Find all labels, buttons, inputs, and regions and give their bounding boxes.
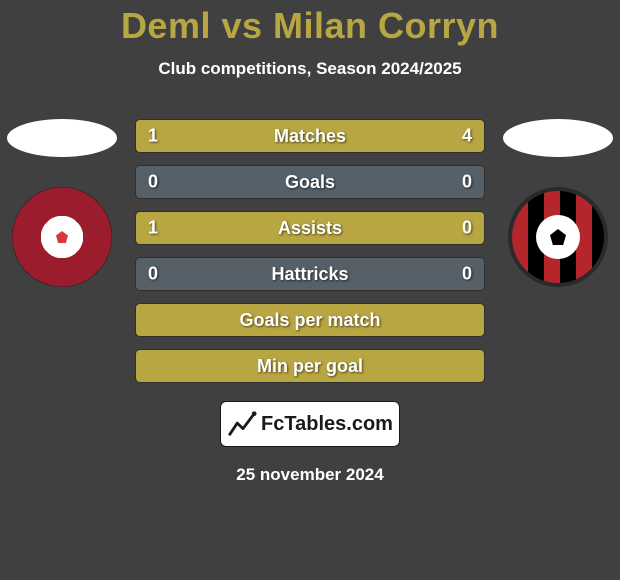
snapshot-date: 25 november 2024 bbox=[0, 465, 620, 485]
stat-value-right: 0 bbox=[462, 218, 472, 239]
player-left-column bbox=[7, 119, 117, 287]
player-right-column bbox=[503, 119, 613, 287]
stat-fill-left bbox=[136, 212, 397, 244]
stat-value-right: 0 bbox=[462, 264, 472, 285]
stat-value-left: 1 bbox=[148, 126, 158, 147]
chart-icon bbox=[227, 409, 257, 439]
stat-row: 1 Assists 0 bbox=[135, 211, 485, 245]
page-subtitle: Club competitions, Season 2024/2025 bbox=[0, 59, 620, 79]
fctables-link[interactable]: FcTables.com bbox=[220, 401, 400, 447]
player-left-avatar bbox=[7, 119, 117, 157]
stat-value-left: 1 bbox=[148, 218, 158, 239]
stat-label: Min per goal bbox=[257, 356, 363, 377]
soccer-ball-icon bbox=[536, 215, 580, 259]
stat-row: Goals per match bbox=[135, 303, 485, 337]
stats-column: 1 Matches 4 0 Goals 0 1 Assists 0 0 Hattricks 0 Goal… bbox=[135, 119, 485, 383]
stat-label: Goals bbox=[285, 172, 335, 193]
club-badge-right bbox=[508, 187, 608, 287]
stat-label: Matches bbox=[274, 126, 346, 147]
stat-label: Assists bbox=[278, 218, 342, 239]
brand-text: FcTables.com bbox=[261, 413, 393, 436]
stat-row: 0 Hattricks 0 bbox=[135, 257, 485, 291]
stat-value-left: 0 bbox=[148, 172, 158, 193]
stat-row: 1 Matches 4 bbox=[135, 119, 485, 153]
club-badge-left bbox=[12, 187, 112, 287]
comparison-area: 1 Matches 4 0 Goals 0 1 Assists 0 0 Hattricks 0 Goal… bbox=[0, 119, 620, 383]
stat-value-right: 4 bbox=[462, 126, 472, 147]
stat-row: Min per goal bbox=[135, 349, 485, 383]
stat-value-right: 0 bbox=[462, 172, 472, 193]
page-title: Deml vs Milan Corryn bbox=[0, 0, 620, 47]
player-right-avatar bbox=[503, 119, 613, 157]
soccer-ball-icon bbox=[44, 219, 80, 255]
stat-row: 0 Goals 0 bbox=[135, 165, 485, 199]
stat-label: Goals per match bbox=[239, 310, 380, 331]
stat-value-left: 0 bbox=[148, 264, 158, 285]
stat-label: Hattricks bbox=[271, 264, 348, 285]
stat-fill-left bbox=[136, 120, 206, 152]
